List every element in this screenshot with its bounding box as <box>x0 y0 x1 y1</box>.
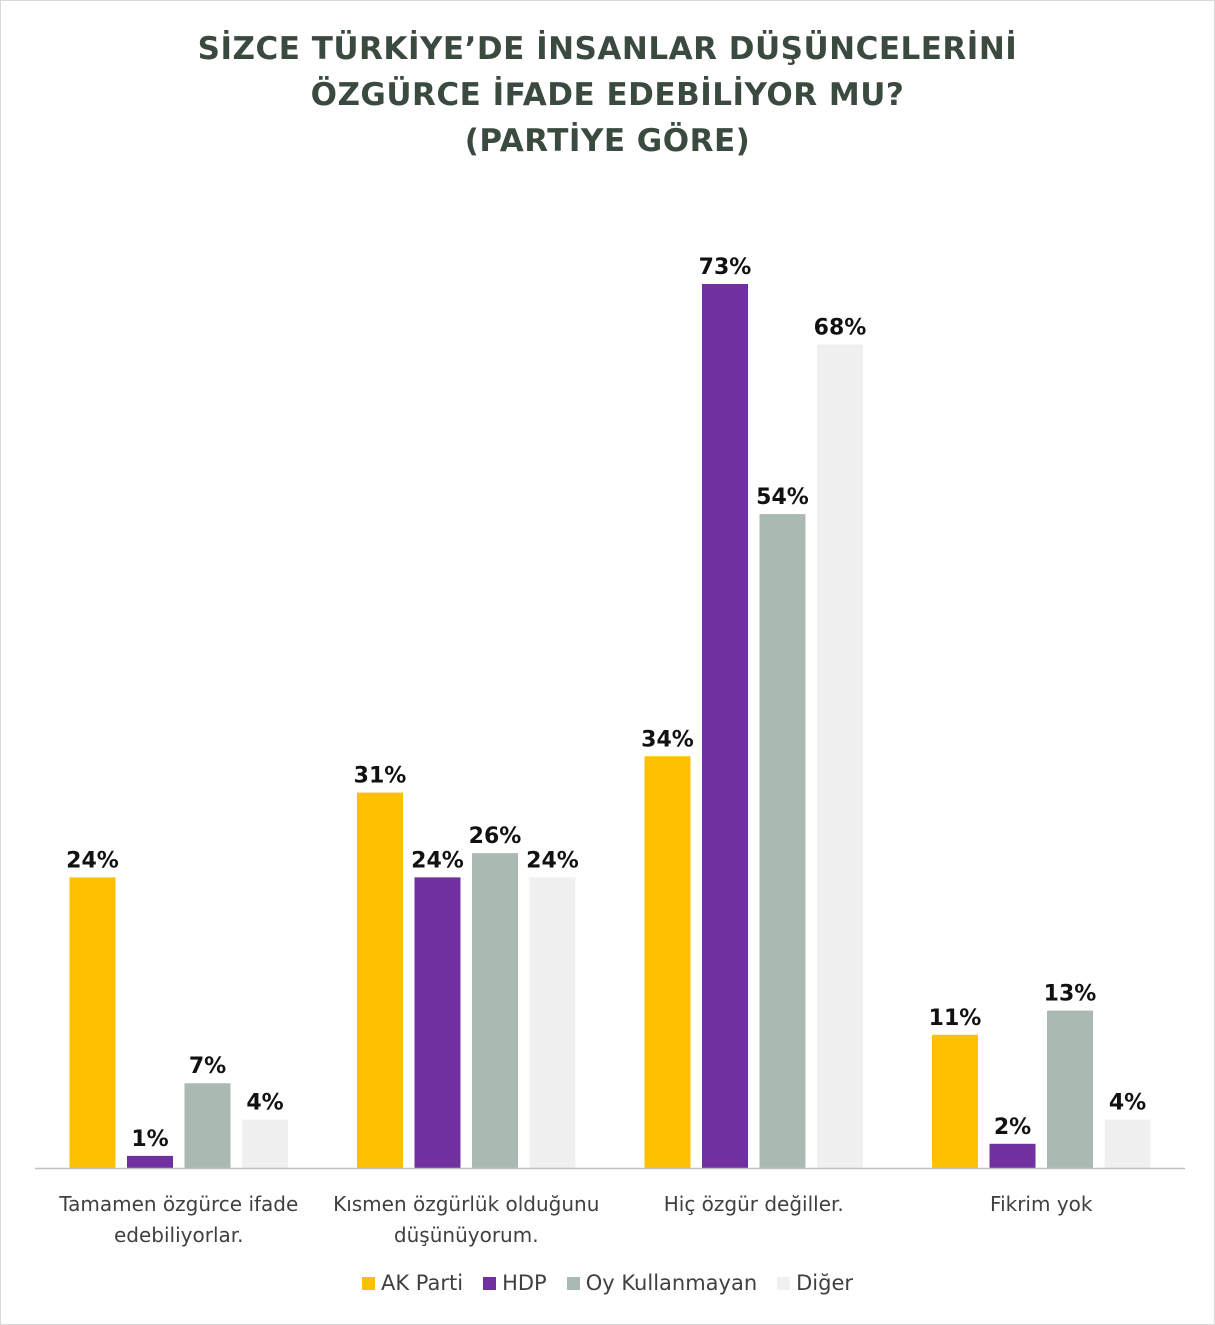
data-label-hdp-1: 1% <box>131 1127 168 1152</box>
legend-label-oy-kullanmayan: Oy Kullanmayan <box>585 1271 758 1295</box>
legend-item-oy-kullanmayan: Oy Kullanmayan <box>566 1271 758 1295</box>
chart-title-line-3: (PARTİYE GÖRE) <box>464 123 751 159</box>
bar-ak-parti-1 <box>69 877 116 1168</box>
chart-title-line-1: SİZCE TÜRKİYE’DE İNSANLAR DÜŞÜNCELERİNİ <box>197 31 1018 67</box>
category-label-4-line-1: Fikrim yok <box>990 1192 1093 1216</box>
bar-hdp-2 <box>414 877 461 1168</box>
bar-ak-parti-3 <box>644 756 691 1168</box>
data-label-oy-kullanmayan-1: 7% <box>189 1054 226 1079</box>
bar-ak-parti-2 <box>357 792 403 1168</box>
data-label-oy-kullanmayan-3: 54% <box>756 485 809 510</box>
chart-title-line-2: ÖZGÜRCE İFADE EDEBİLİYOR MU? <box>310 77 905 113</box>
data-label-oy-kullanmayan-2: 26% <box>469 824 522 849</box>
data-label-diger-2: 24% <box>526 848 579 873</box>
legend-swatch-oy-kullanmayan <box>566 1276 580 1290</box>
legend-swatch-diger <box>777 1276 791 1290</box>
legend-item-diger: Diğer <box>777 1271 853 1295</box>
data-label-ak-parti-4: 11% <box>929 1006 982 1031</box>
category-label-1-line-1: Tamamen özgürce ifade <box>58 1192 298 1216</box>
bar-hdp-3 <box>702 284 748 1168</box>
bar-oy-kullanmayan-2 <box>472 853 518 1168</box>
category-label-3-line-1: Hiç özgür değiller. <box>664 1192 844 1216</box>
legend-item-ak-parti: AK Parti <box>361 1271 464 1295</box>
data-label-oy-kullanmayan-4: 13% <box>1044 982 1097 1007</box>
bar-diger-1 <box>242 1119 288 1168</box>
bar-oy-kullanmayan-3 <box>759 514 806 1168</box>
bar-hdp-1 <box>127 1155 173 1168</box>
data-label-diger-1: 4% <box>246 1091 283 1116</box>
category-label-2-line-1: Kısmen özgürlük olduğunu <box>333 1192 599 1216</box>
category-label-1-line-2: edebiliyorlar. <box>114 1223 244 1247</box>
data-label-ak-parti-1: 24% <box>66 848 119 873</box>
legend: AK Parti HDP Oy Kullanmayan Diğer <box>0 1271 1215 1295</box>
legend-label-hdp: HDP <box>502 1271 547 1295</box>
bar-diger-2 <box>529 877 576 1168</box>
data-label-hdp-4: 2% <box>994 1115 1031 1140</box>
data-label-hdp-3: 73% <box>699 255 752 280</box>
legend-swatch-ak-parti <box>361 1276 375 1290</box>
bar-diger-3 <box>817 344 863 1168</box>
data-label-ak-parti-2: 31% <box>354 764 407 789</box>
legend-label-diger: Diğer <box>796 1271 854 1295</box>
bar-hdp-4 <box>989 1143 1036 1168</box>
data-label-diger-4: 4% <box>1109 1091 1146 1116</box>
data-label-hdp-2: 24% <box>411 848 464 873</box>
bar-oy-kullanmayan-4 <box>1047 1010 1093 1168</box>
legend-label-ak-parti: AK Parti <box>380 1271 464 1295</box>
data-label-ak-parti-3: 34% <box>641 727 694 752</box>
legend-swatch-hdp <box>483 1276 497 1290</box>
bar-ak-parti-4 <box>932 1034 978 1168</box>
bar-diger-4 <box>1104 1119 1151 1168</box>
data-label-diger-3: 68% <box>814 316 867 341</box>
bar-oy-kullanmayan-1 <box>184 1083 231 1168</box>
category-label-2-line-2: düşünüyorum. <box>394 1223 539 1247</box>
legend-item-hdp: HDP <box>483 1271 547 1295</box>
chart-title: SİZCE TÜRKİYE’DE İNSANLAR DÜŞÜNCELERİNİ … <box>0 26 1215 164</box>
